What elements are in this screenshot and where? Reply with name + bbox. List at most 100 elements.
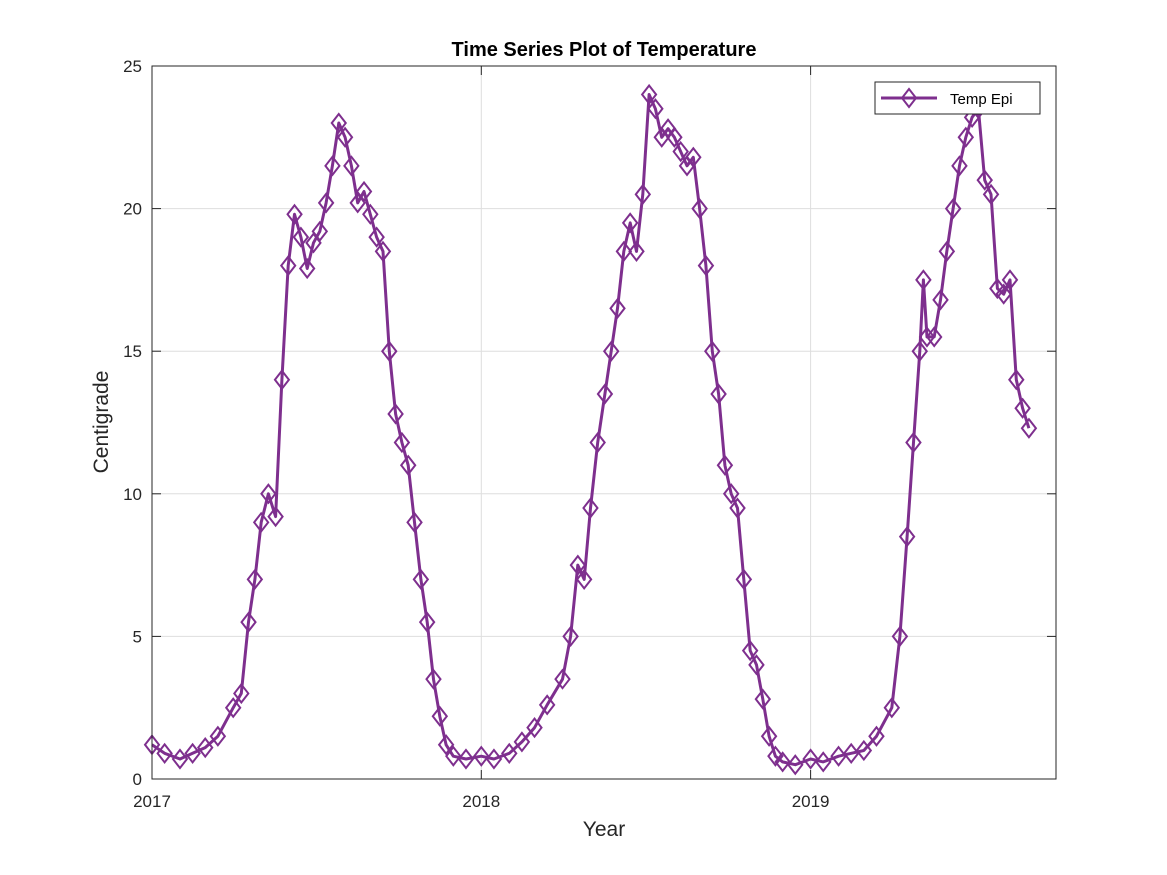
data-point-marker — [918, 326, 936, 348]
data-point-marker — [209, 725, 227, 747]
data-point-marker — [311, 220, 329, 243]
data-point-marker — [905, 431, 922, 454]
data-point-marker — [562, 625, 579, 648]
legend: Temp Epi — [874, 81, 1041, 115]
data-series — [143, 83, 1038, 776]
data-point-marker — [368, 226, 385, 248]
data-point-marker — [582, 497, 599, 519]
data-point-marker — [412, 568, 430, 590]
data-point-marker — [260, 483, 277, 505]
data-point-marker — [1014, 397, 1031, 419]
data-point-marker — [292, 226, 310, 248]
data-point-marker — [634, 183, 652, 205]
data-point-marker — [324, 155, 341, 177]
data-point-marker — [425, 668, 442, 690]
data-point-marker — [691, 197, 708, 220]
data-point-marker — [647, 98, 664, 120]
data-point-marker — [1020, 417, 1038, 439]
data-point-marker — [184, 742, 201, 764]
data-point-marker — [911, 340, 929, 362]
data-point-marker — [621, 212, 639, 234]
axis-ticks: 0 5 10 15 20 25 2017 2018 2019 — [123, 57, 1056, 811]
data-point-marker — [760, 725, 778, 747]
data-point-marker — [330, 112, 348, 134]
data-point-marker — [703, 340, 721, 362]
data-point-marker — [156, 742, 173, 764]
data-point-marker — [343, 155, 360, 177]
data-point-marker — [957, 126, 975, 148]
x-axis-label: Year — [583, 818, 625, 841]
data-point-marker — [393, 431, 411, 454]
data-point-marker — [767, 745, 784, 767]
legend-diamond-marker — [900, 87, 918, 109]
data-point-marker — [716, 454, 734, 476]
data-point-marker — [1008, 369, 1025, 391]
data-point-marker — [1001, 269, 1019, 291]
data-point-marker — [989, 277, 1006, 300]
data-point-marker — [666, 126, 683, 148]
data-point-marker — [387, 403, 404, 425]
data-point-marker — [915, 269, 932, 291]
data-point-marker — [982, 183, 1000, 205]
data-point-marker — [224, 697, 242, 719]
y-tick-label: 25 — [123, 57, 142, 76]
data-point-marker — [457, 748, 475, 770]
data-point-marker — [473, 745, 490, 767]
plot-area — [152, 66, 1056, 779]
data-point-marker — [951, 155, 968, 177]
data-point-marker — [399, 454, 417, 476]
y-tick-label: 0 — [133, 770, 142, 789]
data-point-marker — [891, 625, 909, 648]
data-point-marker — [640, 83, 658, 106]
data-point-marker — [485, 748, 503, 770]
x-tick-label: 2019 — [792, 792, 830, 811]
data-point-marker — [722, 483, 740, 505]
data-point-marker — [273, 369, 291, 391]
data-point-marker — [609, 297, 626, 320]
data-point-marker — [362, 203, 379, 225]
data-point-marker — [596, 383, 614, 405]
y-tick-label: 10 — [123, 485, 142, 504]
data-point-marker — [501, 742, 518, 764]
data-point-marker — [317, 192, 335, 214]
data-point-marker — [286, 203, 303, 225]
data-point-marker — [602, 340, 620, 362]
data-point-marker — [374, 240, 392, 263]
data-point-marker — [336, 126, 354, 148]
data-point-marker — [233, 682, 250, 705]
data-point-marker — [735, 568, 753, 590]
data-point-marker — [729, 497, 746, 519]
y-tick-label: 5 — [133, 627, 142, 646]
data-point-marker — [898, 525, 916, 548]
data-point-marker — [171, 748, 189, 770]
axes-box — [151, 65, 1057, 780]
data-point-marker — [252, 511, 270, 533]
x-tick-label: 2018 — [462, 792, 500, 811]
data-point-marker — [786, 754, 804, 776]
data-point-marker — [575, 568, 593, 590]
data-point-marker — [267, 505, 284, 528]
data-point-marker — [754, 688, 772, 710]
data-point-marker — [685, 146, 702, 168]
data-point-marker — [697, 255, 715, 277]
data-point-marker — [868, 725, 885, 747]
y-axis-label: Centigrade — [90, 371, 113, 474]
data-point-marker — [418, 611, 436, 633]
data-point-marker — [554, 668, 571, 690]
data-point-marker — [569, 554, 587, 576]
data-point-marker — [855, 739, 873, 762]
data-point-marker — [513, 731, 531, 753]
series-line — [151, 93, 1031, 767]
data-point-marker — [437, 734, 455, 756]
y-tick-label: 20 — [123, 200, 142, 219]
data-point-marker — [938, 240, 956, 263]
data-point-marker — [976, 169, 993, 191]
chart-title: Time Series Plot of Temperature — [452, 39, 757, 61]
data-point-marker — [802, 748, 819, 770]
data-point-marker — [298, 257, 316, 280]
data-point-marker — [672, 140, 689, 163]
data-point-marker — [246, 568, 264, 590]
data-point-marker — [748, 654, 765, 676]
data-point-marker — [240, 611, 257, 633]
